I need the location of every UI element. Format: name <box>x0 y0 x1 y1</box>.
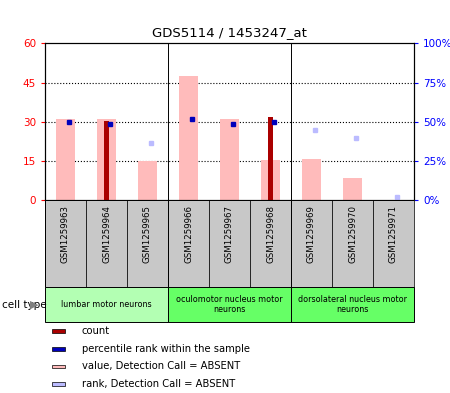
Text: GSM1259966: GSM1259966 <box>184 205 193 263</box>
Text: rank, Detection Call = ABSENT: rank, Detection Call = ABSENT <box>82 379 235 389</box>
Text: percentile rank within the sample: percentile rank within the sample <box>82 344 250 354</box>
Text: cell type: cell type <box>2 299 47 310</box>
Text: value, Detection Call = ABSENT: value, Detection Call = ABSENT <box>82 362 240 371</box>
Title: GDS5114 / 1453247_at: GDS5114 / 1453247_at <box>152 26 307 39</box>
Bar <box>291 287 414 322</box>
Bar <box>302 158 321 200</box>
Text: GSM1259971: GSM1259971 <box>389 205 398 263</box>
Bar <box>52 365 64 368</box>
Text: GSM1259969: GSM1259969 <box>307 205 316 263</box>
Bar <box>250 200 291 287</box>
Bar <box>127 200 168 287</box>
Bar <box>373 200 414 287</box>
Bar <box>168 200 209 287</box>
Bar <box>52 329 64 333</box>
Text: GSM1259963: GSM1259963 <box>61 205 70 263</box>
Text: GSM1259970: GSM1259970 <box>348 205 357 263</box>
Text: GSM1259968: GSM1259968 <box>266 205 275 263</box>
Bar <box>332 200 373 287</box>
Bar <box>209 200 250 287</box>
Bar <box>52 347 64 351</box>
Bar <box>261 160 280 200</box>
Bar <box>104 121 109 200</box>
Bar <box>52 382 64 386</box>
Bar <box>97 119 116 200</box>
Bar <box>168 287 291 322</box>
Bar <box>268 117 273 200</box>
Bar <box>45 287 168 322</box>
Text: GSM1259965: GSM1259965 <box>143 205 152 263</box>
Text: count: count <box>82 326 110 336</box>
Bar <box>56 119 75 200</box>
Bar <box>86 200 127 287</box>
Bar <box>343 178 362 200</box>
Text: GSM1259964: GSM1259964 <box>102 205 111 263</box>
Bar <box>291 200 332 287</box>
Text: dorsolateral nucleus motor
neurons: dorsolateral nucleus motor neurons <box>298 295 407 314</box>
Bar <box>179 76 198 200</box>
Text: lumbar motor neurons: lumbar motor neurons <box>61 300 152 309</box>
Bar <box>45 200 86 287</box>
Text: oculomotor nucleus motor
neurons: oculomotor nucleus motor neurons <box>176 295 283 314</box>
Text: GSM1259967: GSM1259967 <box>225 205 234 263</box>
Bar <box>220 119 238 200</box>
Text: ▶: ▶ <box>30 299 38 310</box>
Bar <box>138 161 157 200</box>
